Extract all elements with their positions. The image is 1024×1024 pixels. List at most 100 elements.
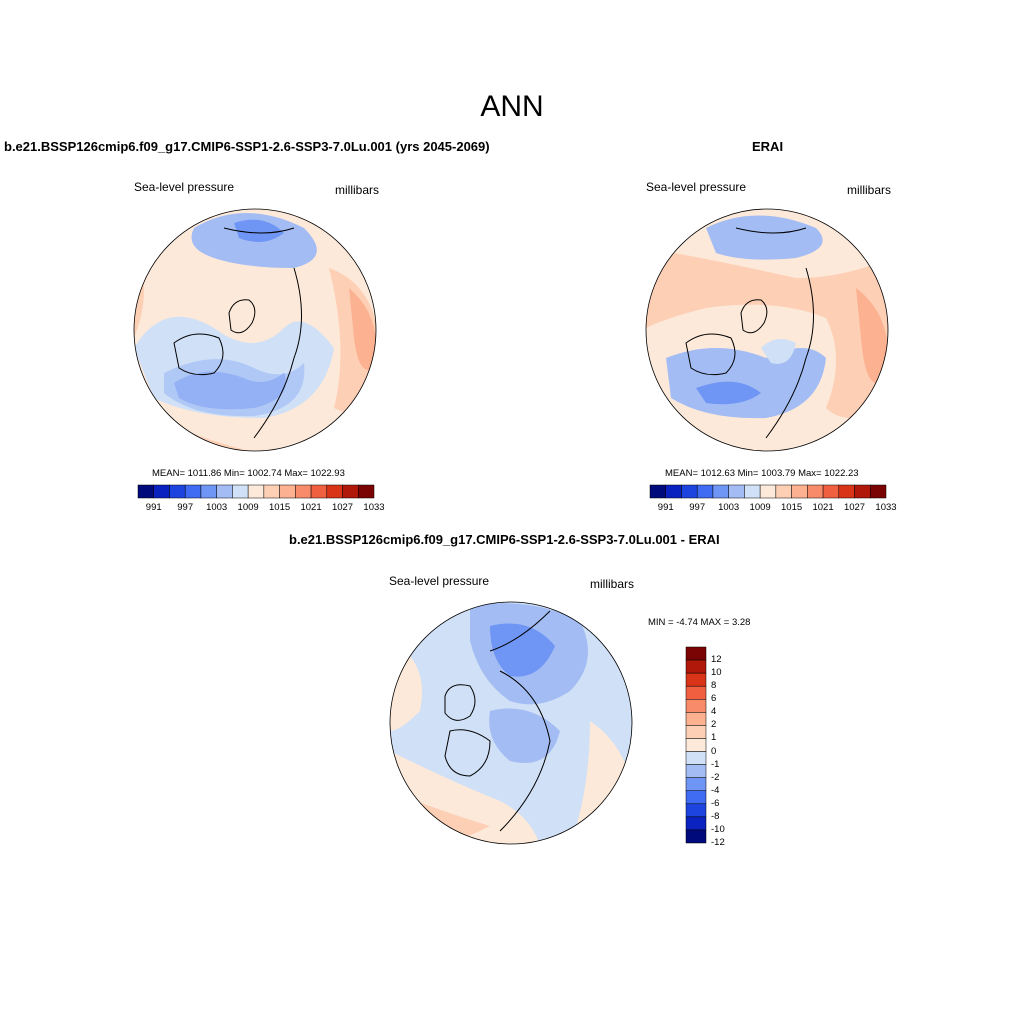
map-field-low-north-core bbox=[234, 219, 284, 242]
colorbar-tick-label: 2 bbox=[711, 719, 717, 731]
colorbar-swatch bbox=[685, 751, 707, 765]
colorbar-swatch bbox=[326, 484, 343, 499]
map-field-high-band bbox=[646, 248, 888, 418]
map-coastline-america bbox=[685, 333, 736, 376]
colorbar-tick-label: -2 bbox=[711, 771, 720, 783]
model-polar-map bbox=[133, 208, 377, 452]
map-field-low-mid bbox=[164, 359, 305, 417]
map-coastline-eurasia bbox=[223, 227, 302, 439]
colorbar-swatch bbox=[681, 484, 698, 499]
colorbar-swatch bbox=[685, 646, 707, 661]
obs-stats: MEAN= 1012.63 Min= 1003.79 Max= 1022.23 bbox=[665, 468, 859, 479]
colorbar-swatch bbox=[685, 738, 707, 752]
colorbar-swatch bbox=[759, 484, 777, 499]
colorbar-swatch bbox=[295, 484, 312, 499]
diff-polar-map bbox=[389, 601, 633, 845]
map-coastline-eurasia bbox=[489, 610, 551, 832]
colorbar-swatch bbox=[685, 659, 707, 674]
colorbar-swatch bbox=[791, 484, 808, 499]
colorbar-swatch bbox=[685, 672, 707, 687]
colorbar-swatch bbox=[685, 725, 707, 739]
colorbar-tick-label: 12 bbox=[711, 654, 722, 666]
colorbar-swatch bbox=[232, 484, 249, 499]
colorbar-swatch bbox=[807, 484, 824, 499]
colorbar-swatch bbox=[775, 484, 792, 499]
colorbar-swatch bbox=[263, 484, 280, 499]
colorbar-swatch bbox=[822, 484, 840, 499]
colorbar-swatch bbox=[685, 790, 707, 805]
colorbar-swatch bbox=[153, 484, 170, 499]
colorbar-swatch bbox=[685, 777, 707, 791]
map-coastline-america bbox=[444, 729, 491, 777]
colorbar-swatch bbox=[649, 484, 666, 499]
map-field-high-east-core bbox=[856, 288, 888, 383]
colorbar-swatch bbox=[854, 484, 871, 499]
colorbar-swatch bbox=[744, 484, 761, 499]
colorbar-tick-label: 1009 bbox=[237, 502, 259, 513]
diff-stats: MIN = -4.74 MAX = 3.28 bbox=[648, 617, 751, 628]
obs-colorbar bbox=[649, 484, 887, 499]
model-variable-label: Sea-level pressure bbox=[134, 180, 235, 194]
map-field-neg-north-core bbox=[490, 623, 555, 677]
colorbar-swatch bbox=[358, 484, 375, 499]
map-field-high-east-core bbox=[349, 288, 376, 370]
diff-variable-label: Sea-level pressure bbox=[389, 574, 490, 588]
colorbar-tick-label: -10 bbox=[711, 823, 725, 835]
colorbar-tick-label: -1 bbox=[711, 758, 720, 770]
colorbar-tick-label: 8 bbox=[711, 680, 717, 692]
colorbar-swatch bbox=[685, 685, 707, 700]
colorbar-swatch bbox=[216, 484, 233, 499]
colorbar-tick-label: 1003 bbox=[206, 502, 228, 513]
model-units-label: millibars bbox=[335, 183, 380, 197]
colorbar-tick-label: 1033 bbox=[875, 502, 897, 513]
colorbar-tick-label: 1033 bbox=[363, 502, 385, 513]
colorbar-tick-label: -8 bbox=[711, 810, 720, 822]
colorbar-swatch bbox=[169, 484, 186, 499]
colorbar-swatch bbox=[685, 712, 707, 726]
colorbar-swatch bbox=[342, 484, 359, 499]
obs-variable-label: Sea-level pressure bbox=[646, 180, 747, 194]
colorbar-tick-label: 10 bbox=[711, 667, 722, 679]
colorbar-swatch bbox=[685, 803, 707, 818]
colorbar-tick-label: 997 bbox=[689, 502, 706, 513]
colorbar-tick-label: 1015 bbox=[269, 502, 291, 513]
colorbar-tick-label: 1015 bbox=[781, 502, 803, 513]
figure-title: ANN bbox=[480, 90, 544, 123]
colorbar-tick-label: 991 bbox=[657, 502, 674, 513]
colorbar-tick-label: 991 bbox=[145, 502, 162, 513]
colorbar-tick-label: 997 bbox=[177, 502, 194, 513]
model-panel-title: b.e21.BSSP126cmip6.f09_g17.CMIP6-SSP1-2.… bbox=[4, 139, 490, 154]
colorbar-tick-label: -6 bbox=[711, 797, 720, 809]
colorbar-tick-label: 1027 bbox=[331, 502, 354, 513]
map-coastline-america bbox=[173, 333, 224, 376]
obs-panel-title: ERAI bbox=[752, 139, 784, 154]
colorbar-swatch bbox=[200, 484, 217, 499]
colorbar-swatch bbox=[665, 484, 682, 499]
map-coastline-greenland bbox=[444, 684, 476, 721]
map-field-neg-center bbox=[489, 708, 560, 763]
map-field-low-north bbox=[706, 215, 823, 260]
model-stats: MEAN= 1011.86 Min= 1002.74 Max= 1022.93 bbox=[152, 468, 345, 479]
colorbar-swatch bbox=[247, 484, 265, 499]
colorbar-tick-label: -4 bbox=[711, 784, 720, 796]
colorbar-tick-label: 1003 bbox=[718, 502, 740, 513]
colorbar-swatch bbox=[685, 764, 707, 778]
map-field-low-core bbox=[696, 381, 761, 405]
colorbar-tick-label: 1027 bbox=[843, 502, 866, 513]
colorbar-swatch bbox=[838, 484, 855, 499]
colorbar-tick-label: -12 bbox=[711, 837, 725, 848]
colorbar-tick-label: 4 bbox=[711, 706, 717, 718]
diff-colorbar bbox=[685, 646, 707, 844]
obs-units-label: millibars bbox=[847, 183, 892, 197]
colorbar-swatch bbox=[279, 484, 296, 499]
colorbar-swatch bbox=[870, 484, 887, 499]
colorbar-swatch bbox=[184, 484, 202, 499]
colorbar-swatch bbox=[137, 484, 154, 499]
colorbar-swatch bbox=[728, 484, 745, 499]
model-colorbar bbox=[137, 484, 375, 499]
colorbar-tick-label: 6 bbox=[711, 693, 717, 705]
colorbar-swatch bbox=[712, 484, 729, 499]
colorbar-swatch bbox=[685, 829, 707, 844]
colorbar-swatch bbox=[685, 816, 707, 831]
colorbar-tick-label: 1021 bbox=[300, 502, 322, 513]
